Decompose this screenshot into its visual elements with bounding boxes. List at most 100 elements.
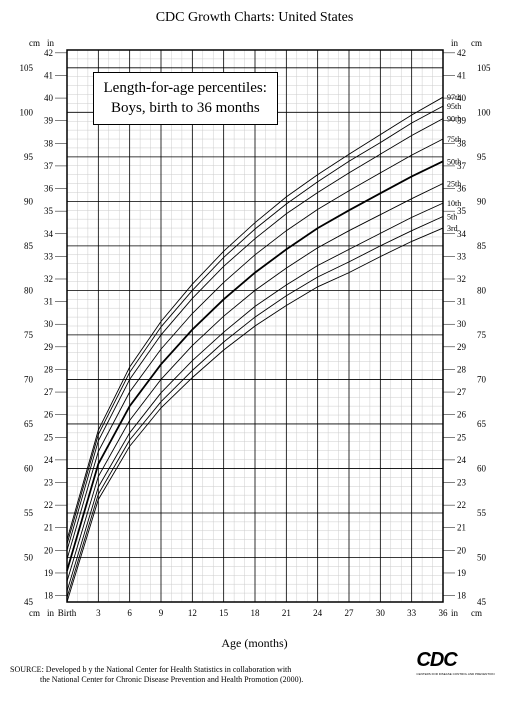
svg-text:60: 60 [477, 463, 487, 473]
svg-text:28: 28 [44, 364, 54, 374]
svg-text:39: 39 [44, 116, 54, 126]
cdc-logo: CDC CENTERS FOR DISEASE CONTROL AND PREV… [416, 649, 494, 676]
svg-text:in: in [47, 38, 55, 48]
svg-text:25: 25 [457, 432, 467, 442]
svg-text:6: 6 [127, 608, 132, 618]
svg-text:22: 22 [44, 500, 53, 510]
svg-text:19: 19 [44, 568, 54, 578]
svg-text:100: 100 [477, 107, 491, 117]
svg-text:31: 31 [457, 297, 466, 307]
source-line-1: SOURCE: Developed b y the National Cente… [10, 665, 291, 674]
svg-text:19: 19 [457, 568, 467, 578]
svg-text:42: 42 [457, 48, 466, 58]
svg-text:95: 95 [477, 152, 487, 162]
svg-text:42: 42 [44, 48, 53, 58]
svg-text:30: 30 [457, 319, 467, 329]
svg-text:28: 28 [457, 364, 467, 374]
svg-text:90th: 90th [447, 115, 461, 124]
svg-text:38: 38 [44, 138, 54, 148]
svg-text:30: 30 [44, 319, 54, 329]
svg-text:70: 70 [477, 374, 487, 384]
svg-text:90: 90 [477, 196, 487, 206]
svg-text:9: 9 [158, 608, 163, 618]
svg-text:95th: 95th [447, 102, 461, 111]
svg-text:75: 75 [477, 330, 487, 340]
svg-text:23: 23 [44, 478, 54, 488]
svg-text:33: 33 [44, 251, 54, 261]
svg-text:80: 80 [477, 285, 487, 295]
svg-text:45: 45 [477, 597, 487, 607]
cdc-logo-text: CDC [416, 649, 456, 671]
svg-text:45: 45 [24, 597, 34, 607]
svg-text:60: 60 [24, 463, 34, 473]
svg-text:37: 37 [44, 161, 54, 171]
svg-text:21: 21 [44, 523, 53, 533]
svg-text:105: 105 [477, 63, 491, 73]
svg-text:90: 90 [24, 196, 34, 206]
svg-text:26: 26 [457, 410, 467, 420]
svg-text:34: 34 [44, 229, 54, 239]
svg-text:33: 33 [407, 608, 417, 618]
svg-text:50: 50 [477, 552, 487, 562]
svg-text:cm: cm [29, 38, 40, 48]
svg-text:18: 18 [457, 591, 467, 601]
svg-text:36: 36 [438, 608, 448, 618]
chart-title: CDC Growth Charts: United States [10, 10, 499, 26]
svg-text:in: in [47, 608, 55, 618]
svg-text:21: 21 [457, 523, 466, 533]
svg-text:41: 41 [457, 70, 466, 80]
svg-text:85: 85 [477, 241, 487, 251]
cdc-logo-sub: CENTERS FOR DISEASE CONTROL AND PREVENTI… [416, 672, 494, 676]
svg-text:50th: 50th [447, 157, 461, 166]
svg-text:24: 24 [457, 455, 467, 465]
svg-text:5th: 5th [447, 212, 457, 221]
svg-text:36: 36 [44, 184, 54, 194]
svg-text:40: 40 [44, 93, 54, 103]
svg-text:18: 18 [250, 608, 260, 618]
svg-text:41: 41 [44, 70, 53, 80]
source-line-2: the National Center for Chronic Disease … [40, 675, 303, 684]
svg-text:24: 24 [313, 608, 323, 618]
subtitle-line-2: Boys, birth to 36 months [111, 100, 260, 116]
svg-text:12: 12 [187, 608, 196, 618]
svg-text:100: 100 [19, 107, 33, 117]
svg-text:cm: cm [29, 608, 40, 618]
svg-text:21: 21 [281, 608, 290, 618]
svg-text:75: 75 [24, 330, 34, 340]
svg-text:55: 55 [24, 508, 34, 518]
svg-text:27: 27 [457, 387, 467, 397]
svg-text:65: 65 [477, 419, 487, 429]
svg-text:80: 80 [24, 285, 34, 295]
subtitle-box: Length-for-age percentiles: Boys, birth … [93, 72, 278, 125]
svg-text:31: 31 [44, 297, 53, 307]
svg-text:in: in [451, 608, 459, 618]
svg-text:32: 32 [457, 274, 466, 284]
svg-text:20: 20 [457, 545, 467, 555]
svg-text:20: 20 [44, 545, 54, 555]
svg-text:35: 35 [44, 206, 54, 216]
svg-text:cm: cm [471, 38, 482, 48]
svg-text:95: 95 [24, 152, 34, 162]
svg-text:75th: 75th [447, 135, 461, 144]
svg-text:23: 23 [457, 478, 467, 488]
svg-text:Birth: Birth [57, 608, 76, 618]
svg-text:25th: 25th [447, 180, 461, 189]
subtitle-line-1: Length-for-age percentiles: [104, 80, 267, 96]
svg-text:85: 85 [24, 241, 34, 251]
svg-text:26: 26 [44, 410, 54, 420]
svg-text:27: 27 [44, 387, 54, 397]
svg-text:97th: 97th [447, 93, 461, 102]
svg-text:10th: 10th [447, 199, 461, 208]
svg-text:70: 70 [24, 374, 34, 384]
svg-text:29: 29 [457, 342, 467, 352]
svg-text:in: in [451, 38, 459, 48]
svg-text:cm: cm [471, 608, 482, 618]
svg-text:32: 32 [44, 274, 53, 284]
svg-text:3rd: 3rd [447, 224, 458, 233]
svg-text:24: 24 [44, 455, 54, 465]
svg-text:22: 22 [457, 500, 466, 510]
svg-text:105: 105 [19, 63, 33, 73]
svg-text:50: 50 [24, 552, 34, 562]
svg-text:33: 33 [457, 251, 467, 261]
chart-container: 45 50 55 60 65 70 75 80 85 90 95 100 105 18 19 20 21 22 23… [15, 32, 495, 632]
